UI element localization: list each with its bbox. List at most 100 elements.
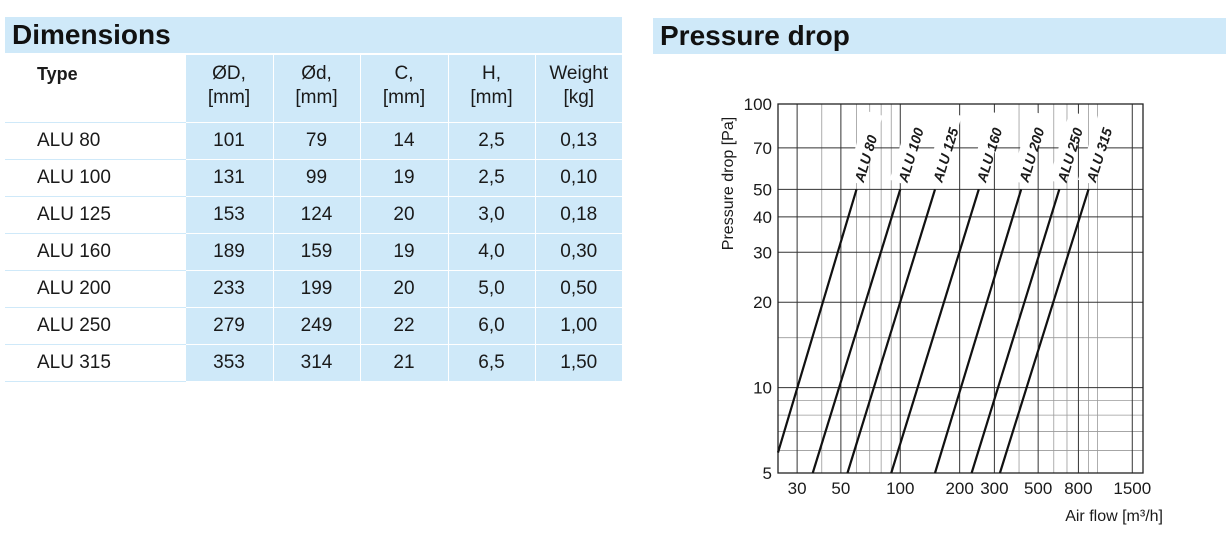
dimensions-title: Dimensions xyxy=(12,19,171,50)
table-row: ALU 80 101 79 14 2,5 0,13 xyxy=(5,122,622,160)
x-tick-label: 500 xyxy=(1024,479,1052,498)
value-cell: 19 xyxy=(359,159,448,197)
table-row: ALU 100 131 99 19 2,5 0,10 xyxy=(5,159,622,197)
type-cell: ALU 100 xyxy=(5,159,185,197)
series-line xyxy=(776,189,858,453)
value-cell: 353 xyxy=(184,344,273,382)
series-line xyxy=(811,189,902,474)
header-unit: [mm] xyxy=(470,87,513,108)
header-line: Type xyxy=(37,64,78,84)
value-cell: 0,30 xyxy=(534,233,622,271)
table-row: ALU 315 353 314 21 6,5 1,50 xyxy=(5,344,622,382)
series-line xyxy=(846,189,937,474)
y-tick-label: 30 xyxy=(753,243,772,262)
header-unit: [mm] xyxy=(295,87,338,108)
table-body: ALU 80 101 79 14 2,5 0,13 ALU 100 131 99 19 2,5 0,1… xyxy=(5,122,622,382)
value-cell: 3,0 xyxy=(447,196,535,234)
dimensions-table: Type ØD, [mm] Ød, [mm] C, [mm] H, [mm] Weight [kg]… xyxy=(5,55,622,382)
value-cell: 2,5 xyxy=(447,122,535,160)
series-line xyxy=(890,189,980,474)
type-cell: ALU 80 xyxy=(5,122,185,160)
value-cell: 1,00 xyxy=(534,307,622,345)
value-cell: 4,0 xyxy=(447,233,535,271)
series-label-backdrop xyxy=(845,110,883,185)
column-header: H, [mm] xyxy=(447,55,535,123)
value-cell: 21 xyxy=(359,344,448,382)
pressure-drop-header: Pressure drop xyxy=(653,18,1226,54)
value-cell: 0,18 xyxy=(534,196,622,234)
value-cell: 20 xyxy=(359,196,448,234)
y-tick-label: 100 xyxy=(744,95,772,114)
series-line xyxy=(998,189,1090,474)
y-tick-label: 40 xyxy=(753,208,772,227)
y-tick-label: 70 xyxy=(753,139,772,158)
type-cell: ALU 315 xyxy=(5,344,185,382)
value-cell: 233 xyxy=(184,270,273,308)
series-label-backdrop xyxy=(924,111,962,185)
series-label-backdrop xyxy=(1048,111,1087,185)
column-header: C, [mm] xyxy=(359,55,448,123)
value-cell: 153 xyxy=(184,196,273,234)
type-cell: ALU 125 xyxy=(5,196,185,234)
type-cell: ALU 250 xyxy=(5,307,185,345)
series-label-backdrop xyxy=(889,111,928,185)
x-tick-label: 200 xyxy=(945,479,973,498)
value-cell: 79 xyxy=(272,122,360,160)
header-unit: [mm] xyxy=(382,87,426,108)
table-row: ALU 160 189 159 19 4,0 0,30 xyxy=(5,233,622,271)
value-cell: 0,13 xyxy=(534,122,622,160)
y-tick-label: 5 xyxy=(763,464,772,483)
value-cell: 22 xyxy=(359,307,448,345)
series-label-backdrop xyxy=(968,111,1006,185)
value-cell: 2,5 xyxy=(447,159,535,197)
dimensions-header: Dimensions xyxy=(5,17,622,53)
column-header: Weight [kg] xyxy=(534,55,622,123)
value-cell: 19 xyxy=(359,233,448,271)
column-header: Ød, [mm] xyxy=(272,55,360,123)
series-line xyxy=(933,189,1023,474)
x-tick-label: 30 xyxy=(788,479,807,498)
x-tick-label: 50 xyxy=(831,479,850,498)
table-row: ALU 250 279 249 22 6,0 1,00 xyxy=(5,307,622,345)
value-cell: 99 xyxy=(272,159,360,197)
value-cell: 0,50 xyxy=(534,270,622,308)
table-row: ALU 200 233 199 20 5,0 0,50 xyxy=(5,270,622,308)
value-cell: 6,0 xyxy=(447,307,535,345)
value-cell: 0,10 xyxy=(534,159,622,197)
header-line: Ød, xyxy=(301,63,332,84)
value-cell: 249 xyxy=(272,307,360,345)
column-header: ØD, [mm] xyxy=(184,55,273,123)
value-cell: 159 xyxy=(272,233,360,271)
header-line: Weight xyxy=(549,63,609,84)
header-line: C, xyxy=(394,63,414,84)
pressure-drop-chart: 30 50 100 200 300 500 800 1500 5 10 20 30 40 50 70 100 A… xyxy=(720,95,1163,525)
x-axis-label: Air flow [m³/h] xyxy=(1065,508,1163,525)
plot-frame xyxy=(777,103,1144,474)
y-axis-label: Pressure drop [Pa] xyxy=(720,117,737,250)
type-cell: ALU 160 xyxy=(5,233,185,271)
value-cell: 101 xyxy=(184,122,273,160)
x-tick-label: 300 xyxy=(980,479,1008,498)
value-cell: 6,5 xyxy=(447,344,535,382)
value-cell: 1,50 xyxy=(534,344,622,382)
value-cell: 20 xyxy=(359,270,448,308)
y-tick-label: 50 xyxy=(753,180,772,199)
table-header-row: Type ØD, [mm] Ød, [mm] C, [mm] H, [mm] Weight [kg] xyxy=(5,55,622,123)
header-line: ØD, xyxy=(212,63,246,84)
series-label-backdrop xyxy=(1077,111,1116,185)
value-cell: 189 xyxy=(184,233,273,271)
y-tick-label: 20 xyxy=(753,293,772,312)
pressure-drop-title: Pressure drop xyxy=(660,20,850,51)
value-cell: 199 xyxy=(272,270,360,308)
x-tick-label: 1500 xyxy=(1113,479,1151,498)
x-tick-label: 100 xyxy=(886,479,914,498)
header-line: H, xyxy=(482,63,501,84)
value-cell: 124 xyxy=(272,196,360,234)
series-label-backdrop xyxy=(1010,110,1048,185)
header-unit: [mm] xyxy=(207,87,251,108)
value-cell: 131 xyxy=(184,159,273,197)
value-cell: 14 xyxy=(359,122,448,160)
column-header: Type xyxy=(5,55,185,123)
table-row: ALU 125 153 124 20 3,0 0,18 xyxy=(5,196,622,234)
header-unit: [kg] xyxy=(563,87,595,108)
